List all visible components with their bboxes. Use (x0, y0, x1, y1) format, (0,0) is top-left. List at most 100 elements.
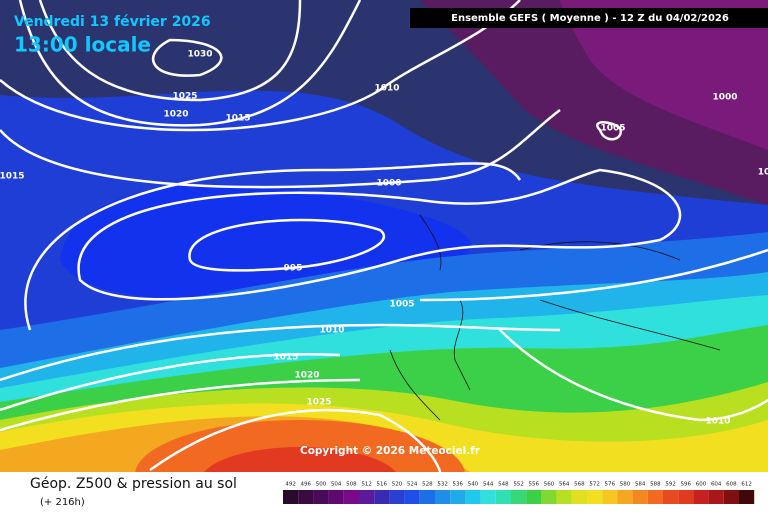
colorbar-tick: 492 (285, 482, 296, 488)
colorbar-tick: 544 (483, 482, 494, 488)
colorbar-tick: 532 (437, 482, 448, 488)
isobar-labels: 1030 1025 1020 1015 1010 1000 1005 1000 1015 10 99… (0, 50, 768, 427)
isobar-label: 1015 (0, 172, 25, 182)
isobar-label: 1030 (187, 50, 212, 60)
isobar (38, 0, 302, 102)
colorbar-tick: 604 (711, 482, 722, 488)
colorbar-swatch (480, 490, 496, 504)
colorbar-swatch (283, 490, 299, 504)
copyright: Copyright © 2026 Meteociel.fr (300, 445, 481, 457)
isobar-label: 1020 (163, 110, 188, 120)
colorbar-swatch (343, 490, 359, 504)
isobar-label: 10 (758, 168, 768, 178)
colorbar-swatch (587, 490, 603, 504)
colorbar-tick: 496 (301, 482, 312, 488)
footer-title: Géop. Z500 & pression au sol (30, 476, 237, 492)
isobar (24, 162, 768, 331)
colorbar-tick: 528 (422, 482, 433, 488)
isobar-label: 1015 (273, 353, 298, 363)
isobar-label: 1010 (705, 417, 730, 427)
isobar (0, 323, 561, 382)
field-magenta (560, 0, 768, 150)
colorbar-swatch (663, 490, 679, 504)
colorbar-swatch (298, 490, 314, 504)
colorbar-tick: 588 (650, 482, 661, 488)
local-time: 13:00 locale (14, 33, 151, 57)
colorbar-tick: 572 (589, 482, 600, 488)
isobar-label: 1000 (712, 93, 737, 103)
colorbar-swatch (739, 490, 755, 504)
isobar-label: 1025 (306, 398, 331, 408)
colorbar-tick: 552 (513, 482, 524, 488)
date: Vendredi 13 février 2026 (14, 14, 211, 30)
colorbar-tick: 524 (407, 482, 418, 488)
colorbar-tick: 576 (605, 482, 616, 488)
colorbar-swatch (404, 490, 420, 504)
isobar (499, 121, 768, 422)
isobar-label: 1010 (374, 84, 399, 94)
colorbar-tick: 608 (726, 482, 737, 488)
colorbar-swatch (328, 490, 344, 504)
colorbar-tick: 612 (741, 482, 752, 488)
colorbar-tick: 592 (665, 482, 676, 488)
colorbar-swatch (511, 490, 527, 504)
colorbar-swatch (419, 490, 435, 504)
colorbar-swatch (708, 490, 724, 504)
colorbar-swatch (678, 490, 694, 504)
colorbar-swatch (374, 490, 390, 504)
colorbar-swatch (617, 490, 633, 504)
colorbar: 492 496 500 504 508 512 516 520 524 528 532 536 540 5… (283, 482, 755, 504)
colorbar-swatch (526, 490, 542, 504)
isobar (0, 109, 561, 189)
colorbar-swatch (450, 490, 466, 504)
colorbar-swatch (693, 490, 709, 504)
colorbar-tick: 564 (559, 482, 570, 488)
colorbar-tick: 560 (544, 482, 555, 488)
isobar-label: 1020 (294, 371, 319, 381)
colorbar-tick: 548 (498, 482, 509, 488)
colorbar-tick: 500 (316, 482, 327, 488)
colorbar-swatch (647, 490, 663, 504)
colorbar-tick: 504 (331, 482, 342, 488)
coastline (389, 214, 721, 421)
colorbar-swatch (571, 490, 587, 504)
footer-lead: (+ 216h) (40, 497, 85, 508)
colorbar-tick: 600 (696, 482, 707, 488)
isobar (77, 168, 682, 301)
isobar-label: 1025 (172, 92, 197, 102)
isobar-label: 995 (284, 264, 303, 274)
isobar-label: 1010 (319, 326, 344, 336)
isobar (0, 352, 442, 473)
colorbar-tick: 540 (468, 482, 479, 488)
colorbar-swatch (541, 490, 557, 504)
isobar-label: 1015 (225, 114, 250, 124)
colorbar-tick: 596 (681, 482, 692, 488)
isobar (151, 38, 223, 77)
isobar (188, 218, 385, 272)
colorbar-swatch (435, 490, 451, 504)
colorbar-tick: 580 (620, 482, 631, 488)
isobar (18, 0, 362, 127)
colorbar-swatch (359, 490, 375, 504)
model-box (410, 8, 768, 28)
isobar-label: 1000 (376, 179, 401, 189)
colorbar-tick: 568 (574, 482, 585, 488)
colorbar-tick: 556 (529, 482, 540, 488)
colorbar-swatch (495, 490, 511, 504)
model-info: Ensemble GEFS ( Moyenne ) - 12 Z du 04/0… (451, 13, 729, 24)
colorbar-swatch (465, 490, 481, 504)
isobar-label: 1005 (600, 124, 625, 134)
isobar (0, 0, 521, 132)
colorbar-tick: 520 (392, 482, 403, 488)
colorbar-swatch (556, 490, 572, 504)
colorbar-swatch (723, 490, 739, 504)
colorbar-tick: 584 (635, 482, 646, 488)
isobar-label: 1005 (389, 300, 414, 310)
colorbar-swatch (632, 490, 648, 504)
colorbar-tick: 508 (346, 482, 357, 488)
colorbar-tick: 516 (377, 482, 388, 488)
colorbar-tick: 512 (361, 482, 372, 488)
colorbar-tick: 536 (453, 482, 464, 488)
colorbar-swatch (389, 490, 405, 504)
